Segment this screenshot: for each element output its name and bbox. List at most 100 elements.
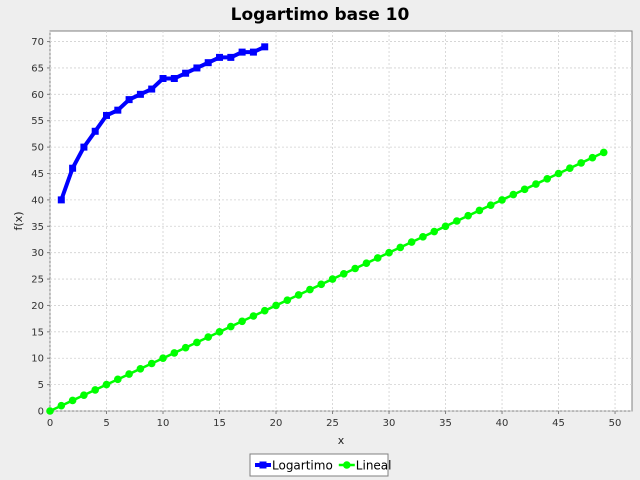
y-tick-label: 55: [31, 116, 44, 127]
data-point-logartimo: [193, 64, 201, 72]
data-point-lineal: [294, 291, 303, 299]
data-point-lineal: [306, 285, 314, 294]
data-point-logartimo: [136, 90, 144, 98]
data-point-lineal: [147, 359, 156, 368]
data-point-lineal: [227, 322, 235, 331]
data-point-lineal: [543, 174, 552, 183]
data-point-lineal: [204, 333, 213, 341]
data-point-lineal: [340, 269, 348, 278]
series-lineal: [46, 148, 608, 415]
data-point-logartimo: [91, 127, 99, 135]
data-point-lineal: [249, 312, 258, 320]
x-tick-label: 10: [157, 418, 170, 429]
data-point-lineal: [193, 338, 201, 347]
y-tick-label: 50: [31, 143, 44, 154]
data-point-lineal: [272, 301, 280, 310]
data-point-logartimo: [57, 196, 65, 204]
data-point-logartimo: [80, 143, 88, 151]
y-tick-label: 40: [31, 195, 44, 206]
data-point-logartimo: [159, 75, 167, 82]
data-point-logartimo: [238, 48, 246, 56]
x-tick-label: 40: [496, 418, 509, 429]
data-point-lineal: [114, 375, 122, 384]
data-point-lineal: [486, 201, 495, 209]
x-axis-title: x: [338, 434, 345, 447]
data-point-lineal: [57, 401, 66, 410]
y-tick-label: 35: [31, 222, 44, 233]
data-point-lineal: [328, 275, 337, 283]
data-point-lineal: [317, 280, 326, 289]
y-tick-label: 30: [31, 248, 44, 259]
y-tick-label: 25: [31, 275, 44, 286]
data-point-lineal: [599, 148, 608, 157]
data-point-lineal: [532, 180, 540, 188]
data-point-lineal: [419, 233, 427, 241]
x-tick-label: 25: [326, 418, 339, 429]
data-point-lineal: [170, 349, 179, 357]
x-tick-label: 15: [213, 418, 226, 429]
data-point-logartimo: [69, 164, 77, 172]
x-tick-label: 35: [439, 418, 452, 429]
data-point-lineal: [396, 243, 405, 252]
data-point-lineal: [453, 217, 461, 225]
data-point-lineal: [588, 153, 597, 162]
legend-marker-logartimo: [259, 461, 267, 469]
data-point-logartimo: [227, 53, 235, 61]
data-point-lineal: [238, 317, 246, 326]
data-point-logartimo: [261, 43, 269, 51]
x-tick-label: 0: [47, 418, 53, 429]
y-tick-label: 60: [31, 90, 44, 101]
y-tick-label: 15: [31, 327, 44, 338]
data-point-lineal: [181, 343, 190, 352]
x-tick-label: 30: [383, 418, 396, 429]
data-point-lineal: [80, 391, 88, 399]
x-tick-label: 5: [103, 418, 109, 429]
legend-label-logartimo: Logartimo: [272, 459, 333, 473]
data-point-logartimo: [170, 75, 178, 82]
data-point-logartimo: [114, 106, 122, 114]
data-point-lineal: [566, 164, 574, 173]
data-point-logartimo: [249, 48, 257, 56]
data-point-lineal: [407, 238, 416, 246]
series-logartimo: [57, 43, 269, 204]
data-point-lineal: [91, 386, 100, 394]
y-tick-label: 65: [31, 63, 44, 74]
data-point-logartimo: [148, 85, 156, 93]
data-point-lineal: [125, 370, 133, 378]
data-point-logartimo: [103, 111, 111, 119]
legend-label-lineal: Lineal: [356, 459, 392, 473]
y-tick-label: 70: [31, 37, 44, 48]
data-point-lineal: [102, 380, 111, 389]
x-tick-label: 50: [609, 418, 622, 429]
data-point-lineal: [215, 328, 224, 336]
data-point-logartimo: [216, 53, 224, 61]
data-point-lineal: [46, 407, 54, 415]
data-point-lineal: [554, 169, 563, 178]
y-tick-label: 20: [31, 301, 44, 312]
data-point-logartimo: [182, 69, 190, 77]
data-point-lineal: [441, 222, 450, 231]
legend: Logartimo Lineal: [249, 453, 392, 477]
data-point-lineal: [362, 259, 371, 268]
legend-item-lineal: Lineal: [338, 459, 392, 473]
data-point-logartimo: [125, 96, 133, 104]
chart-title: Logartimo base 10: [231, 5, 410, 25]
data-point-lineal: [283, 296, 292, 304]
x-tick-label: 45: [552, 418, 565, 429]
series-layer: [46, 43, 608, 415]
grid-lines: [49, 31, 632, 412]
data-point-lineal: [260, 306, 269, 315]
y-tick-label: 10: [31, 354, 44, 365]
data-point-lineal: [509, 190, 518, 199]
axis-ticks: 0 5 10 15 20 25 30 35 40 45 50 0 5 10 15 20 25 30 35 40 45 50…: [31, 37, 621, 429]
data-point-lineal: [351, 264, 359, 273]
data-point-lineal: [68, 396, 77, 405]
data-point-lineal: [520, 185, 529, 194]
data-point-lineal: [577, 159, 585, 167]
data-point-lineal: [498, 196, 506, 204]
data-point-lineal: [136, 364, 145, 373]
legend-item-logartimo: Logartimo: [255, 459, 333, 473]
legend-marker-lineal: [342, 461, 351, 469]
